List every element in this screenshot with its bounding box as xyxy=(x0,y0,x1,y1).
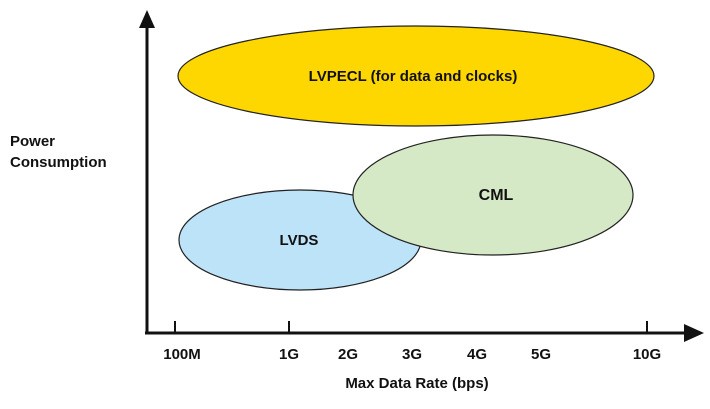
x-tick-label-2g: 2G xyxy=(338,346,358,363)
x-axis-title: Max Data Rate (bps) xyxy=(345,375,488,392)
y-axis-title-line2: Consumption xyxy=(10,154,107,171)
y-axis-title-line1: Power xyxy=(10,133,56,150)
region-cml xyxy=(352,134,634,256)
region-cml-label: CML xyxy=(479,187,514,204)
y-axis-title: Power Consumption xyxy=(10,131,107,173)
x-tick-label-10g: 10G xyxy=(633,346,661,363)
x-tick-label-100m: 100M xyxy=(163,346,201,363)
x-tick-label-1g: 1G xyxy=(279,346,299,363)
region-lvpecl xyxy=(177,25,655,127)
region-lvds-label: LVDS xyxy=(280,232,319,249)
x-tick-label-5g: 5G xyxy=(531,346,551,363)
x-tick-label-4g: 4G xyxy=(467,346,487,363)
y-axis-arrow-icon xyxy=(139,10,155,28)
x-axis-arrow-icon xyxy=(684,324,704,342)
region-lvpecl-label: LVPECL (for data and clocks) xyxy=(309,68,518,85)
x-tick-label-3g: 3G xyxy=(402,346,422,363)
